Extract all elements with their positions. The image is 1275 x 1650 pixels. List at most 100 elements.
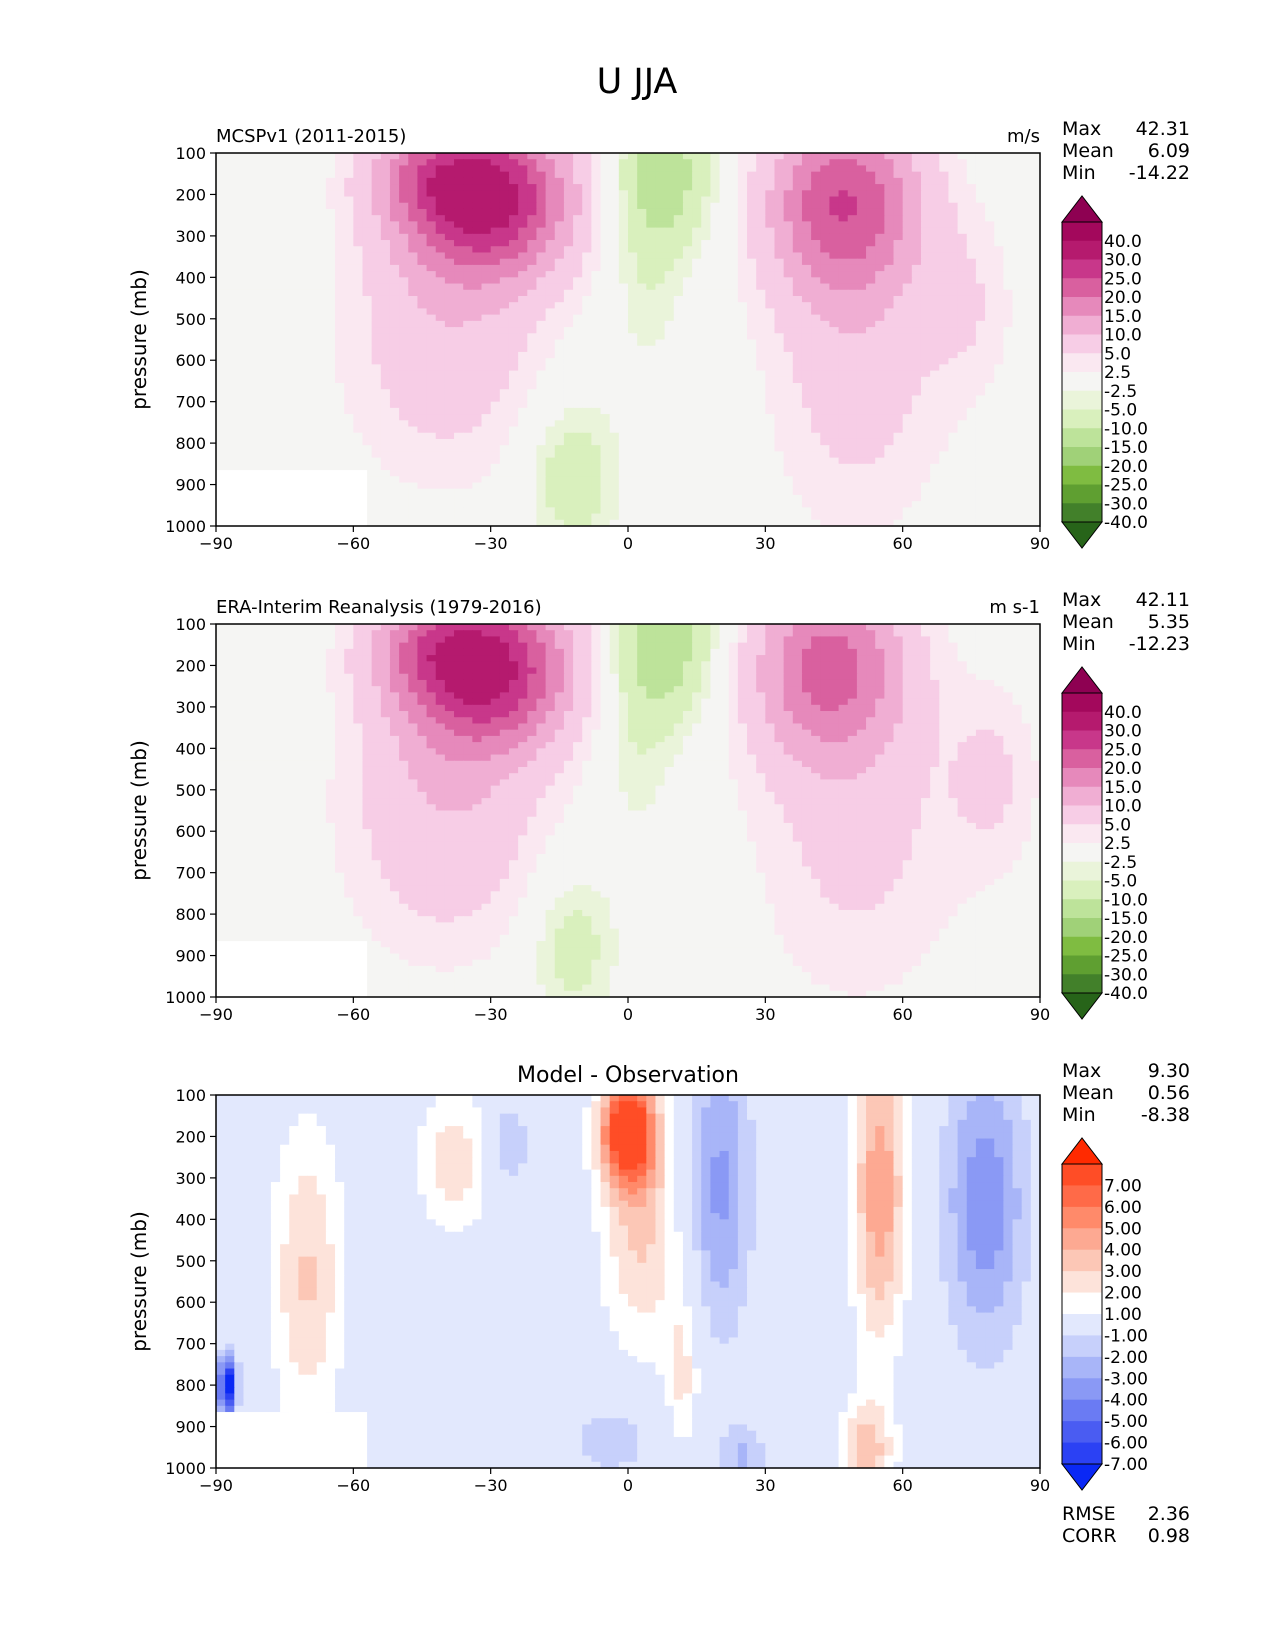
contour-cell [994, 258, 1004, 266]
contour-cell [655, 184, 666, 191]
contour-cell [490, 420, 501, 428]
contour-cell [866, 320, 876, 328]
contour-cell [600, 470, 611, 477]
contour-cell [884, 345, 895, 353]
contour-cell [801, 438, 812, 446]
contour-cell [985, 233, 995, 241]
contour-cell [838, 277, 849, 285]
contour-cell [545, 482, 556, 490]
contour-cell [554, 295, 565, 303]
contour-cell [435, 252, 446, 260]
contour-cell [637, 240, 647, 247]
contour-cell [389, 208, 400, 216]
contour-cell [234, 432, 245, 440]
contour-cell [902, 264, 913, 272]
contour-cell [234, 438, 245, 446]
contour-cell [444, 383, 455, 390]
contour-cell [646, 289, 657, 297]
contour-cell [335, 308, 345, 316]
contour-cell [911, 320, 922, 328]
contour-cell [902, 271, 913, 278]
contour-cell [463, 358, 473, 365]
contour-cell [325, 389, 336, 397]
contour-cell [728, 208, 739, 216]
contour-cell [911, 283, 922, 291]
contour-cell [930, 364, 940, 372]
contour-cell [582, 320, 592, 328]
contour-cell [682, 271, 693, 278]
contour-cell [930, 264, 940, 272]
contour-cell [234, 227, 245, 235]
contour-cell [408, 457, 419, 465]
contour-cell [939, 463, 950, 471]
contour-cell [875, 383, 885, 390]
contour-cell [499, 246, 510, 254]
contour-cell [930, 376, 940, 384]
contour-cell [270, 153, 281, 160]
contour-cell [518, 165, 528, 173]
contour-cell [435, 165, 446, 173]
contour-cell [472, 295, 483, 303]
contour-cell [545, 221, 556, 229]
contour-cell [573, 283, 583, 291]
contour-cell [655, 320, 666, 328]
contour-cell [243, 426, 254, 434]
contour-cell [911, 190, 922, 198]
contour-cell [463, 196, 473, 204]
contour-cell [628, 165, 638, 173]
contour-cell [1021, 252, 1032, 260]
contour-cell [472, 258, 483, 266]
contour-cell [1030, 165, 1041, 173]
contour-cell [783, 277, 794, 285]
contour-cell [747, 159, 757, 167]
contour-cell [902, 289, 913, 297]
contour-cell [673, 438, 684, 446]
contour-cell [344, 426, 354, 434]
contour-cell [884, 420, 895, 428]
contour-cell [508, 364, 519, 372]
contour-cell [664, 302, 675, 310]
contour-cell [316, 420, 327, 428]
contour-cell [948, 345, 959, 353]
contour-cell [316, 414, 327, 421]
contour-cell [481, 364, 492, 372]
contour-cell [609, 414, 620, 421]
contour-cell [911, 482, 922, 490]
contour-cell [774, 383, 785, 390]
contour-cell [600, 445, 611, 452]
contour-cell [637, 184, 647, 191]
contour-cell [435, 488, 446, 496]
contour-cell [902, 171, 913, 179]
contour-cell [866, 283, 876, 291]
contour-cell [948, 196, 959, 204]
contour-cell [829, 333, 840, 341]
contour-cell [765, 258, 776, 266]
contour-cell [1003, 221, 1014, 229]
contour-cell [573, 482, 583, 490]
contour-cell [728, 177, 739, 185]
contour-cell [545, 240, 556, 247]
contour-cell [856, 395, 867, 403]
contour-cell [536, 271, 547, 278]
contour-cell [939, 451, 950, 459]
contour-cell [344, 159, 354, 167]
contour-cell [765, 358, 776, 365]
contour-cell [893, 295, 904, 303]
contour-cell [811, 202, 821, 210]
contour-cell [362, 295, 373, 303]
contour-cell [353, 351, 364, 359]
contour-cell [728, 401, 739, 409]
contour-cell [261, 184, 272, 191]
contour-cell [774, 345, 785, 353]
contour-cell [737, 246, 748, 254]
contour-cell [472, 420, 483, 428]
contour-cell [1021, 215, 1032, 222]
contour-cell [646, 264, 657, 272]
contour-cell [719, 165, 730, 173]
contour-cell [307, 401, 318, 409]
contour-cell [435, 302, 446, 310]
contour-cell [280, 246, 290, 254]
contour-cell [774, 159, 785, 167]
contour-cell [454, 345, 464, 353]
contour-cell [481, 327, 492, 334]
